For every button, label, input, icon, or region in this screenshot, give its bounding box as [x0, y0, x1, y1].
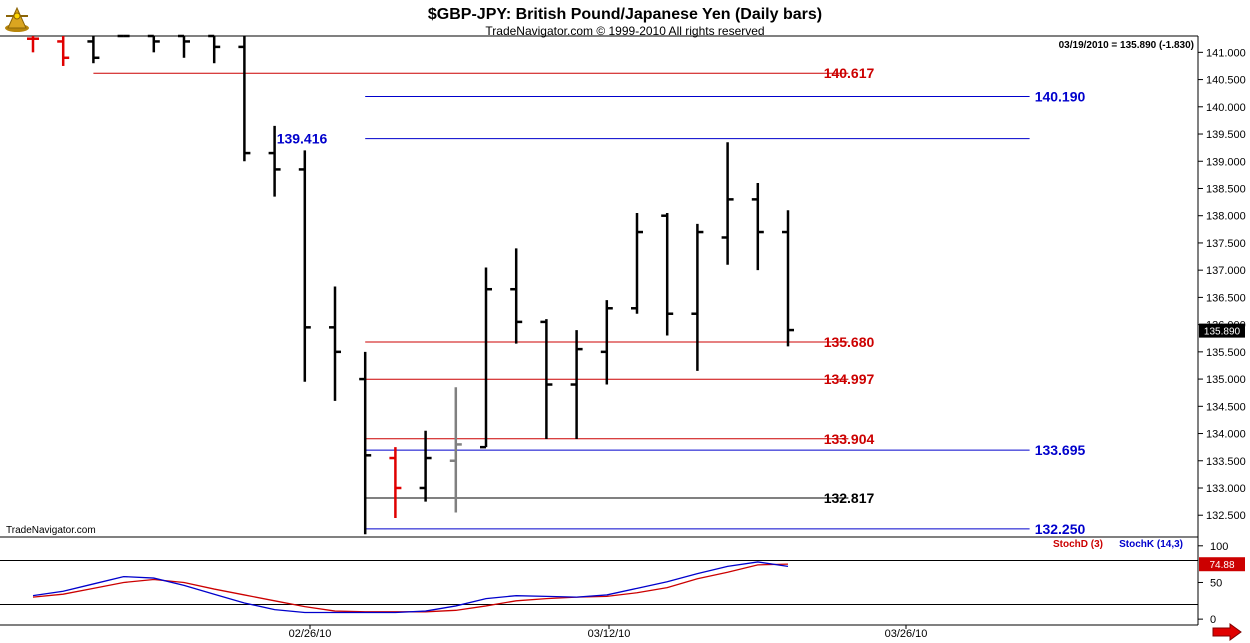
- price-tick-label: 140.000: [1206, 102, 1246, 114]
- last-stoch-value: 74.88: [1209, 560, 1234, 571]
- level-label: 140.190: [1035, 88, 1086, 104]
- level-label: 133.904: [824, 431, 875, 447]
- legend-stoch-k: StochK (14,3): [1119, 539, 1183, 550]
- price-tick-label: 134.000: [1206, 429, 1246, 441]
- last-stoch-tag: [1199, 557, 1245, 572]
- price-tick-label: 137.500: [1206, 238, 1246, 250]
- price-axis: 141.000 140.500 140.000 139.500 139.000 138.5…: [1198, 47, 1246, 522]
- last-price-tag: [1199, 323, 1245, 338]
- oscillator-axis: 100 50 0: [1198, 541, 1228, 626]
- date-tick-label: 02/26/10: [289, 628, 332, 640]
- level-label: 134.997: [824, 371, 875, 387]
- last-price-value: 135.890: [1204, 327, 1241, 338]
- level-label: 132.250: [1035, 521, 1086, 537]
- level-label: 139.416: [277, 131, 328, 147]
- date-tick-label: 03/26/10: [885, 628, 928, 640]
- level-label: 140.617: [824, 65, 875, 81]
- legend-stoch-d: StochD (3): [1053, 539, 1103, 550]
- osc-tick-label: 0: [1210, 614, 1216, 626]
- level-label: 135.680: [824, 334, 875, 350]
- price-tick-label: 140.500: [1206, 75, 1246, 87]
- price-tick-label: 132.500: [1206, 510, 1246, 522]
- date-tick-label: 03/12/10: [588, 628, 631, 640]
- price-tick-label: 139.500: [1206, 129, 1246, 141]
- support-resistance-levels: 140.617 140.190 139.416 135.680 134.997 133.9…: [93, 65, 1086, 537]
- price-tick-label: 138.500: [1206, 183, 1246, 195]
- right-arrow-icon[interactable]: [1212, 623, 1242, 641]
- level-label: 132.817: [824, 490, 875, 506]
- price-tick-label: 135.500: [1206, 347, 1246, 359]
- quote-readout: 03/19/2010 = 135.890 (-1.830): [1059, 40, 1194, 51]
- price-tick-label: 138.000: [1206, 211, 1246, 223]
- date-axis: 02/26/10 03/12/10 03/26/10: [289, 625, 928, 640]
- price-tick-label: 134.500: [1206, 401, 1246, 413]
- compass-logo-icon[interactable]: [5, 6, 29, 32]
- stochastic-pane: [0, 559, 1198, 614]
- osc-tick-label: 100: [1210, 541, 1228, 553]
- price-tick-label: 136.500: [1206, 292, 1246, 304]
- price-tick-label: 139.000: [1206, 156, 1246, 168]
- price-tick-label: 133.000: [1206, 483, 1246, 495]
- watermark: TradeNavigator.com: [6, 525, 96, 536]
- chart-title: $GBP-JPY: British Pound/Japanese Yen (Da…: [428, 6, 822, 23]
- price-tick-label: 141.000: [1206, 47, 1246, 59]
- price-tick-label: 133.500: [1206, 456, 1246, 468]
- level-label: 133.695: [1035, 442, 1086, 458]
- price-bars: [27, 34, 794, 535]
- price-tick-label: 135.000: [1206, 374, 1246, 386]
- osc-tick-label: 50: [1210, 577, 1222, 589]
- price-tick-label: 137.000: [1206, 265, 1246, 277]
- chart-subtitle: TradeNavigator.com © 1999-2010 All right…: [485, 24, 764, 38]
- stoch-series-line: [32, 561, 789, 614]
